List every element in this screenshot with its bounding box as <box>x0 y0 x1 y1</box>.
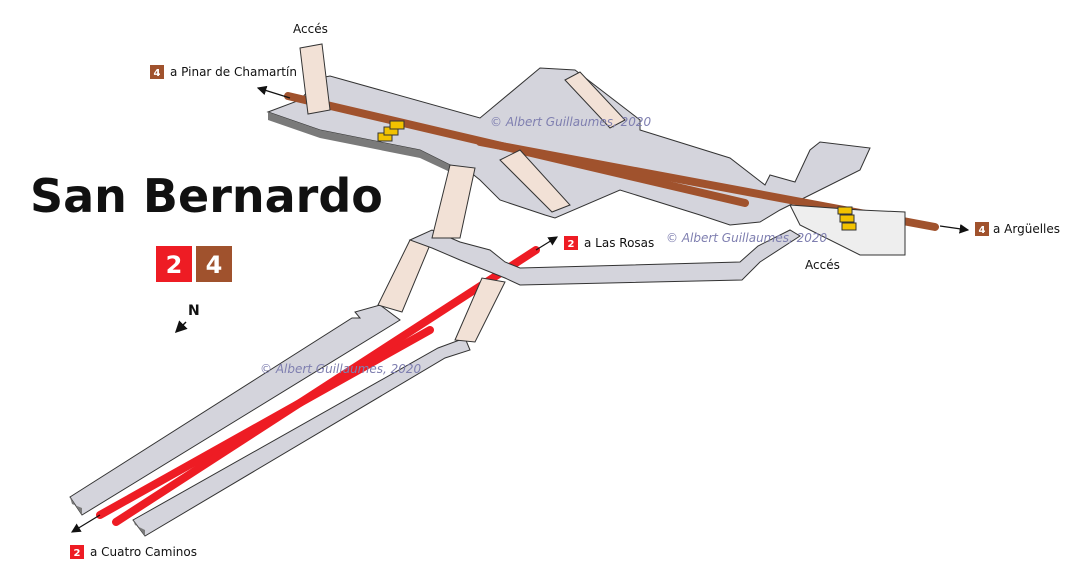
watermark-3: © Albert Guillaumes, 2020 <box>260 362 422 376</box>
corridor-line4-access-left <box>299 43 331 115</box>
corridor-line4-diagonal <box>499 149 571 213</box>
platform-line2-right-side <box>133 520 145 536</box>
mezzanine-line2 <box>408 229 801 286</box>
north-label: N <box>188 303 200 319</box>
line-badge-2: 2 <box>156 246 192 282</box>
arrow-pinar <box>256 85 291 99</box>
corridor-line2-right <box>454 277 506 343</box>
svg-text:2: 2 <box>74 548 81 559</box>
north-arrow-icon <box>174 320 188 334</box>
svg-text:a Las Rosas: a Las Rosas <box>584 236 654 250</box>
arrow-las-rosas <box>535 236 559 251</box>
platform-line2-left <box>69 304 401 516</box>
watermark-2: © Albert Guillaumes, 2020 <box>666 231 828 245</box>
north-indicator: N <box>174 303 200 334</box>
track-line2-b <box>112 246 540 526</box>
svg-text:2: 2 <box>166 251 183 279</box>
svg-text:4: 4 <box>154 68 161 79</box>
platform-line2-left-side <box>70 497 82 515</box>
corridor-line4-stair-right <box>564 71 626 129</box>
svg-text:a Argüelles: a Argüelles <box>993 222 1060 236</box>
access-label-left: Accés <box>293 22 328 36</box>
direction-cuatro-caminos: 2 a Cuatro Caminos <box>70 545 197 559</box>
arrow-cuatro-caminos <box>70 514 101 533</box>
arrow-arguelles <box>939 224 970 234</box>
platform-line4-side <box>268 112 450 172</box>
station-title: San Bernardo <box>30 169 383 223</box>
svg-text:2: 2 <box>568 239 575 250</box>
svg-text:a Pinar de Chamartín: a Pinar de Chamartín <box>170 65 297 79</box>
line4-level <box>266 43 939 256</box>
direction-arguelles: 4 a Argüelles <box>975 222 1060 236</box>
corridor-line2-left <box>377 239 433 313</box>
corridor-line4-to-line2 <box>431 164 476 239</box>
escalator-left <box>377 120 405 142</box>
direction-las-rosas: 2 a Las Rosas <box>564 236 654 250</box>
svg-text:4: 4 <box>206 251 223 279</box>
svg-text:a Cuatro Caminos: a Cuatro Caminos <box>90 545 197 559</box>
escalator-right <box>837 206 857 231</box>
svg-text:4: 4 <box>979 225 986 236</box>
line2-level <box>69 229 801 537</box>
watermark-1: © Albert Guillaumes, 2020 <box>490 115 652 129</box>
access-label-right: Accés <box>805 258 840 272</box>
line-badge-4: 4 <box>196 246 232 282</box>
direction-pinar: 4 a Pinar de Chamartín <box>150 65 297 79</box>
